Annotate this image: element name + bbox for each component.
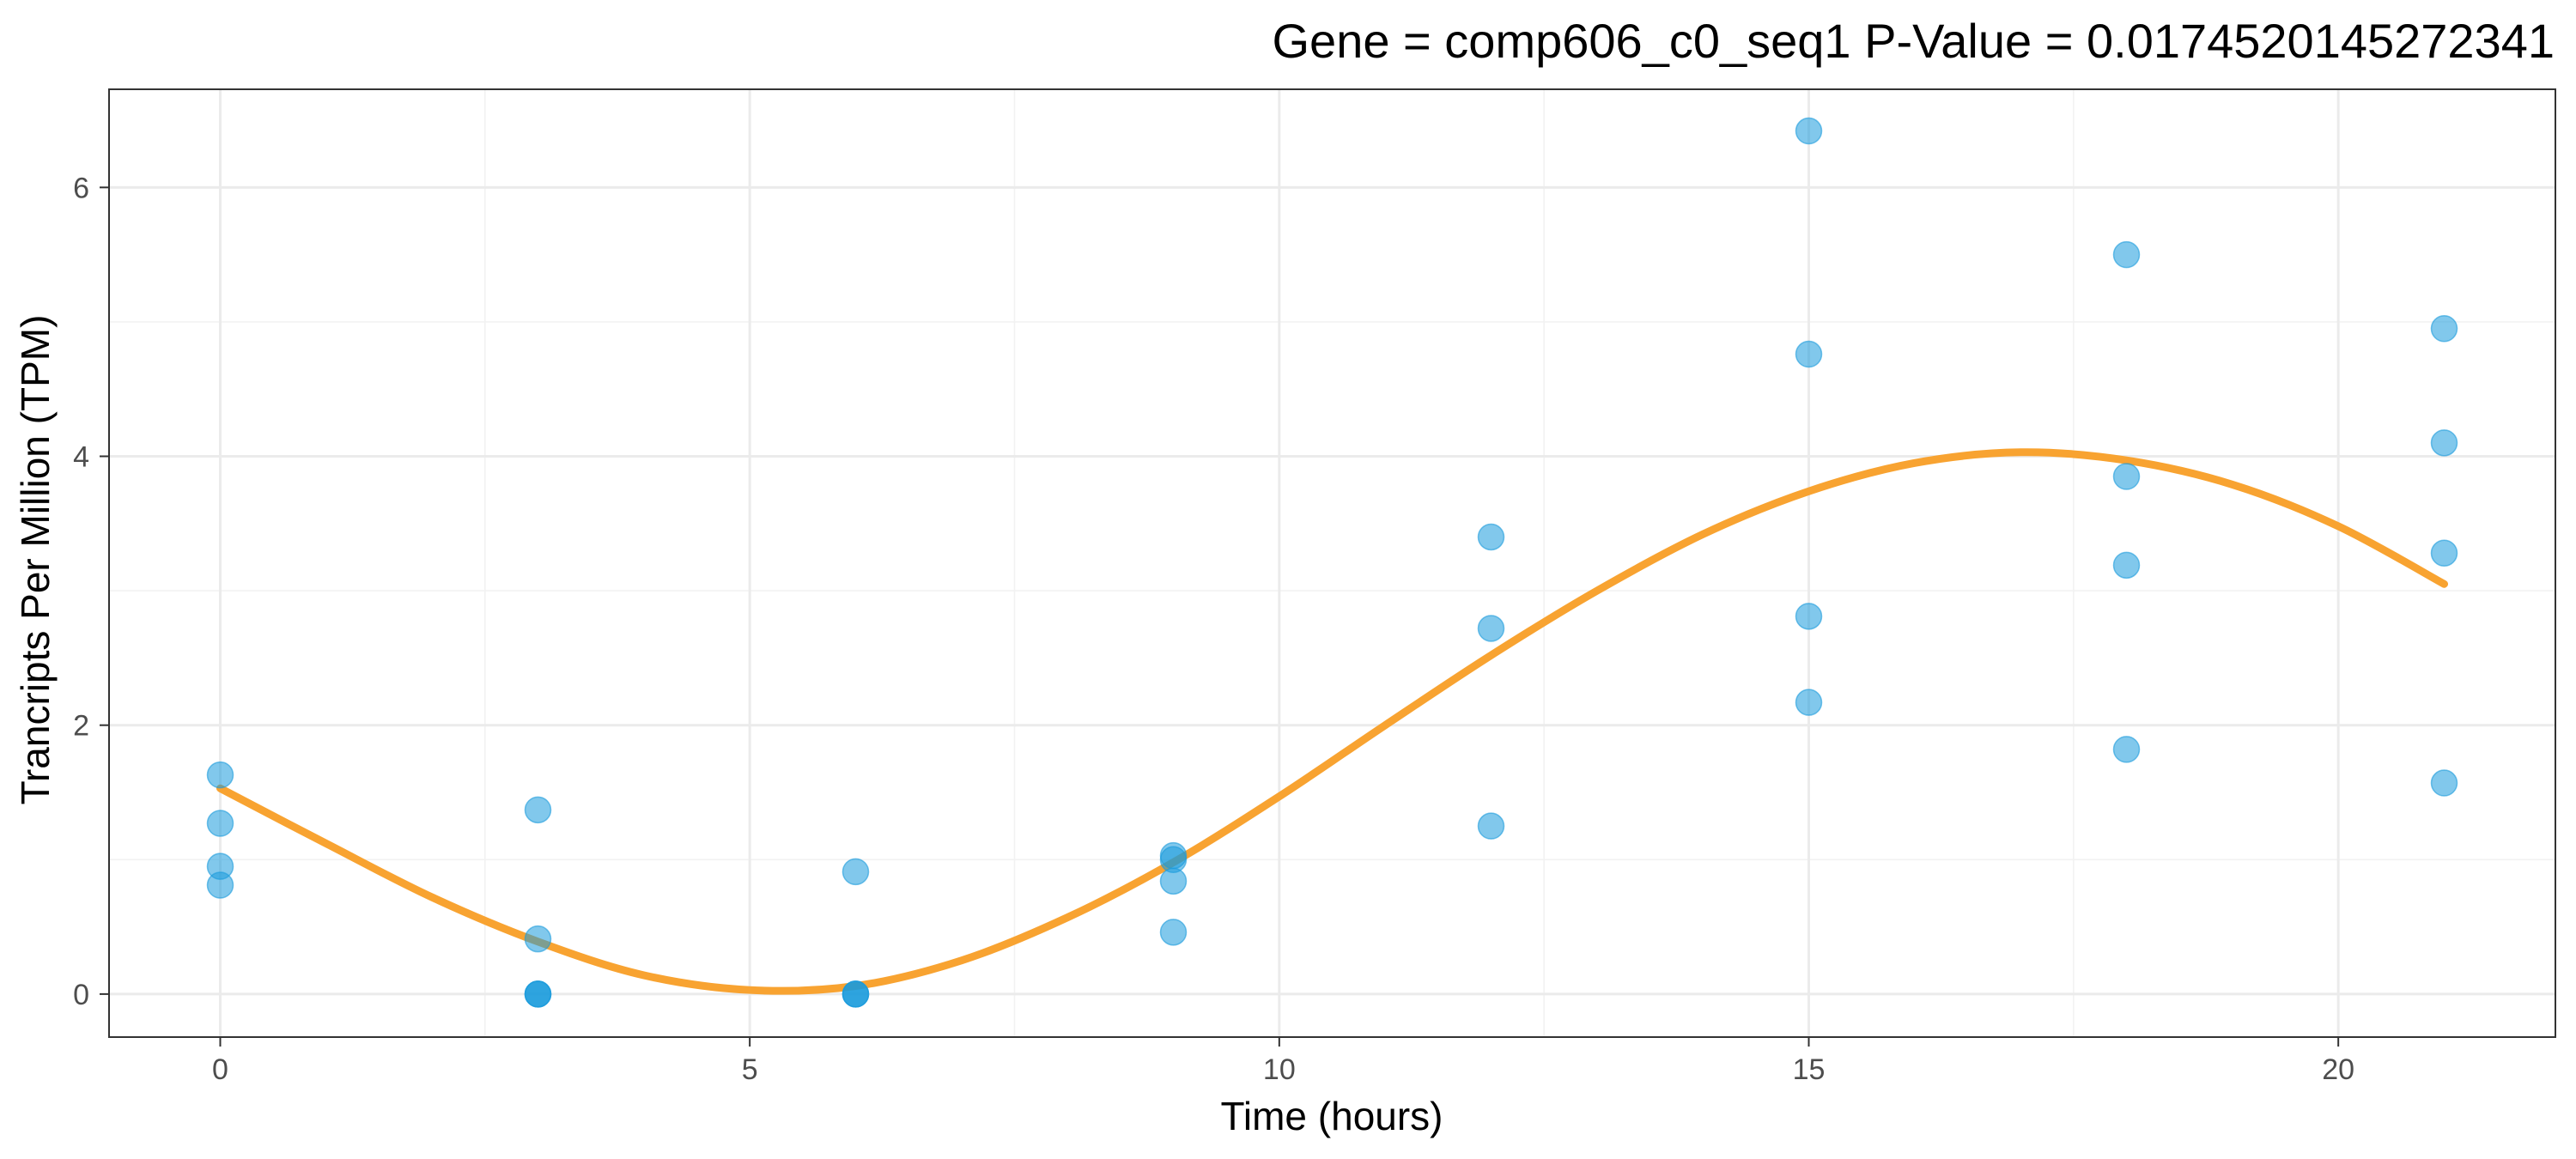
minor-gridlines	[109, 89, 2555, 1037]
data-point	[2112, 240, 2141, 269]
y-tick-label: 4	[73, 441, 89, 474]
data-point	[1159, 919, 1188, 946]
fitted-curve	[216, 448, 2448, 995]
major-gridlines	[109, 89, 2555, 1037]
data-point	[1159, 867, 1188, 895]
x-tick-label: 20	[2322, 1053, 2354, 1086]
data-point	[841, 980, 870, 1008]
data-point	[1795, 340, 1823, 368]
x-tick-label: 15	[1793, 1053, 1826, 1086]
data-point	[206, 810, 234, 837]
panel-border	[108, 88, 2556, 1038]
data-point	[524, 925, 552, 953]
data-point	[841, 858, 870, 886]
data-point	[2112, 551, 2141, 580]
data-point	[1477, 523, 1505, 551]
data-point	[1477, 812, 1505, 840]
x-tick-label: 0	[212, 1053, 228, 1086]
y-axis-ticks: 0 2 4 6	[73, 172, 109, 1011]
y-tick-label: 0	[73, 979, 89, 1011]
x-tick-label: 10	[1263, 1053, 1296, 1086]
data-point	[524, 980, 552, 1008]
data-point	[2430, 539, 2458, 567]
data-point	[2430, 769, 2458, 797]
data-point	[1477, 615, 1505, 642]
data-point	[1795, 603, 1823, 630]
data-point	[2430, 429, 2458, 457]
x-tick-label: 5	[742, 1053, 758, 1086]
data-point	[2430, 314, 2458, 343]
data-point	[524, 796, 552, 824]
data-point	[206, 871, 234, 899]
data-point	[2112, 736, 2141, 763]
chart-title: Gene = comp606_c0_seq1 P-Value = 0.01745…	[1272, 14, 2555, 68]
y-axis-title: Trancripts Per Million (TPM)	[13, 315, 58, 805]
y-tick-label: 2	[73, 710, 89, 743]
data-point	[1795, 117, 1823, 145]
y-tick-label: 6	[73, 172, 89, 204]
data-point	[1795, 689, 1823, 716]
data-point	[2112, 463, 2141, 490]
x-axis-ticks: 0 5 10 15 20	[212, 1037, 2354, 1086]
data-points	[206, 117, 2458, 1008]
x-axis-title: Time (hours)	[1221, 1094, 1443, 1138]
data-point	[206, 761, 234, 789]
